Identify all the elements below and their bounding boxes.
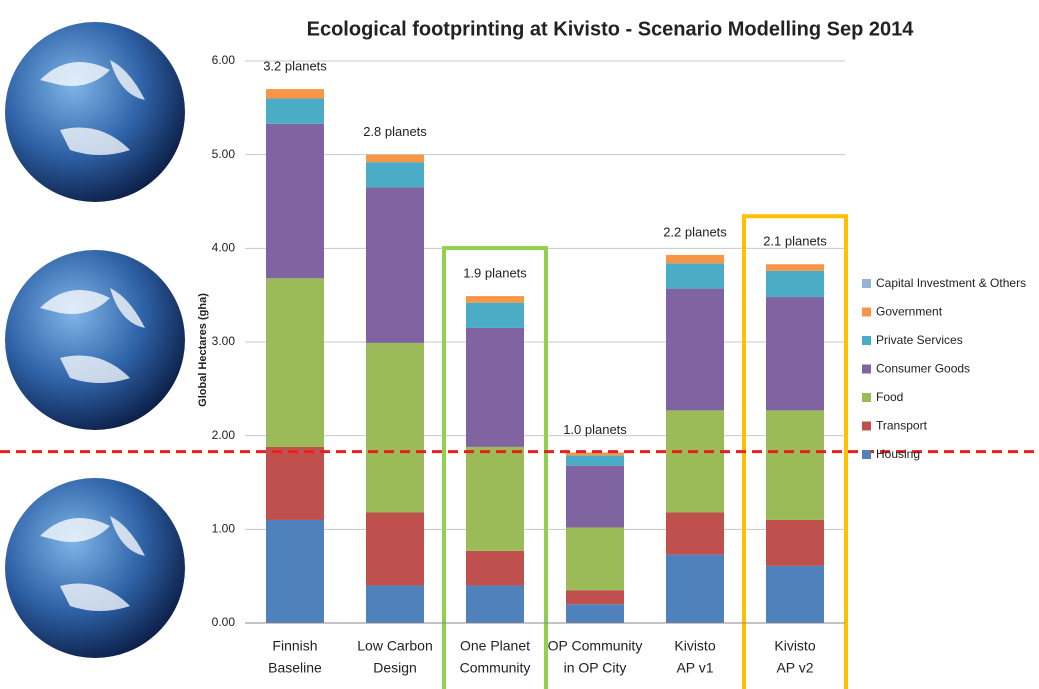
bar-segment — [466, 446, 524, 551]
x-tick-label: Community — [460, 660, 531, 676]
legend-swatch — [862, 336, 871, 345]
x-tick-label: Design — [373, 660, 417, 676]
y-tick-label: 5.00 — [212, 147, 236, 161]
legend-swatch — [862, 307, 871, 317]
legend-label: Food — [876, 390, 903, 404]
bar-segment — [266, 123, 324, 279]
bar-segment — [566, 604, 624, 623]
legend-label: Capital Investment & Others — [876, 276, 1026, 290]
chart-title: Ecological footprinting at Kivisto - Sce… — [307, 18, 915, 40]
bar-segment — [566, 455, 624, 466]
legend-swatch — [862, 364, 871, 374]
bar-segment — [566, 527, 624, 591]
bar-segment — [466, 585, 524, 623]
globes — [5, 22, 185, 658]
globe — [5, 22, 185, 202]
legend-swatch — [862, 421, 871, 431]
bar-segment — [266, 278, 324, 447]
bar-segment — [366, 162, 424, 188]
y-tick-label: 4.00 — [212, 241, 236, 255]
bar-segment — [466, 550, 524, 586]
bar-segment — [766, 410, 824, 520]
bar-segment — [666, 288, 724, 411]
bar-segment — [266, 446, 324, 520]
bar-segment — [566, 465, 624, 528]
legend-swatch — [862, 393, 871, 402]
bar-segment — [266, 519, 324, 623]
bar-segment — [466, 296, 524, 303]
bar-segment — [466, 302, 524, 328]
legend-label: Transport — [876, 419, 928, 433]
x-tick-label: Finnish — [272, 638, 317, 654]
y-tick-label: 0.00 — [212, 615, 236, 629]
highlight-box — [442, 246, 548, 689]
bar-segment — [766, 264, 824, 271]
bar-segment — [666, 410, 724, 513]
legend-label: Consumer Goods — [876, 362, 970, 376]
bar-segment — [766, 519, 824, 566]
planet-label: 3.2 planets — [263, 59, 327, 74]
bar-segment — [766, 297, 824, 411]
y-axis-title: Global Hectares (gha) — [197, 293, 209, 407]
bar-segment — [466, 327, 524, 447]
legend-label: Housing — [876, 447, 920, 461]
planet-label: 1.9 planets — [463, 266, 527, 281]
legend-label: Private Services — [876, 333, 963, 347]
highlight-box — [742, 214, 848, 689]
x-tick-label: Kivisto — [774, 638, 815, 654]
globe — [5, 250, 185, 430]
x-tick-label: Low Carbon — [357, 638, 433, 654]
bar-segment — [666, 263, 724, 289]
planet-label: 2.2 planets — [663, 224, 727, 239]
x-tick-label: Kivisto — [674, 638, 715, 654]
bar-segment — [366, 585, 424, 623]
globe — [5, 478, 185, 658]
bar-segment — [666, 254, 724, 264]
y-tick-label: 3.00 — [212, 334, 236, 348]
bar-segment — [666, 554, 724, 623]
x-tick-label: in OP City — [564, 660, 627, 676]
bar-segment — [366, 342, 424, 513]
planet-label: 2.1 planets — [763, 234, 827, 249]
bar-segment — [266, 89, 324, 99]
y-tick-label: 2.00 — [212, 428, 236, 442]
planet-label: 1.0 planets — [563, 422, 627, 437]
bar-segment — [366, 187, 424, 343]
bar-segment — [566, 452, 624, 456]
x-tick-label: OP Community — [548, 638, 643, 654]
x-tick-label: AP v2 — [776, 660, 813, 676]
legend-swatch — [862, 279, 871, 288]
y-tick-label: 1.00 — [212, 522, 236, 536]
legend-swatch — [862, 450, 871, 459]
bar-segment — [766, 270, 824, 298]
x-tick-label: One Planet — [460, 638, 530, 654]
legend-label: Government — [876, 305, 943, 319]
planet-label: 2.8 planets — [363, 124, 427, 139]
bar-segment — [566, 590, 624, 605]
bar-segment — [266, 98, 324, 124]
x-tick-label: Baseline — [268, 660, 322, 676]
bar-segment — [766, 565, 824, 623]
bar-segment — [366, 154, 424, 163]
x-tick-label: AP v1 — [676, 660, 713, 676]
bar-segment — [366, 512, 424, 586]
bar-segment — [666, 512, 724, 555]
y-tick-label: 6.00 — [212, 53, 236, 67]
